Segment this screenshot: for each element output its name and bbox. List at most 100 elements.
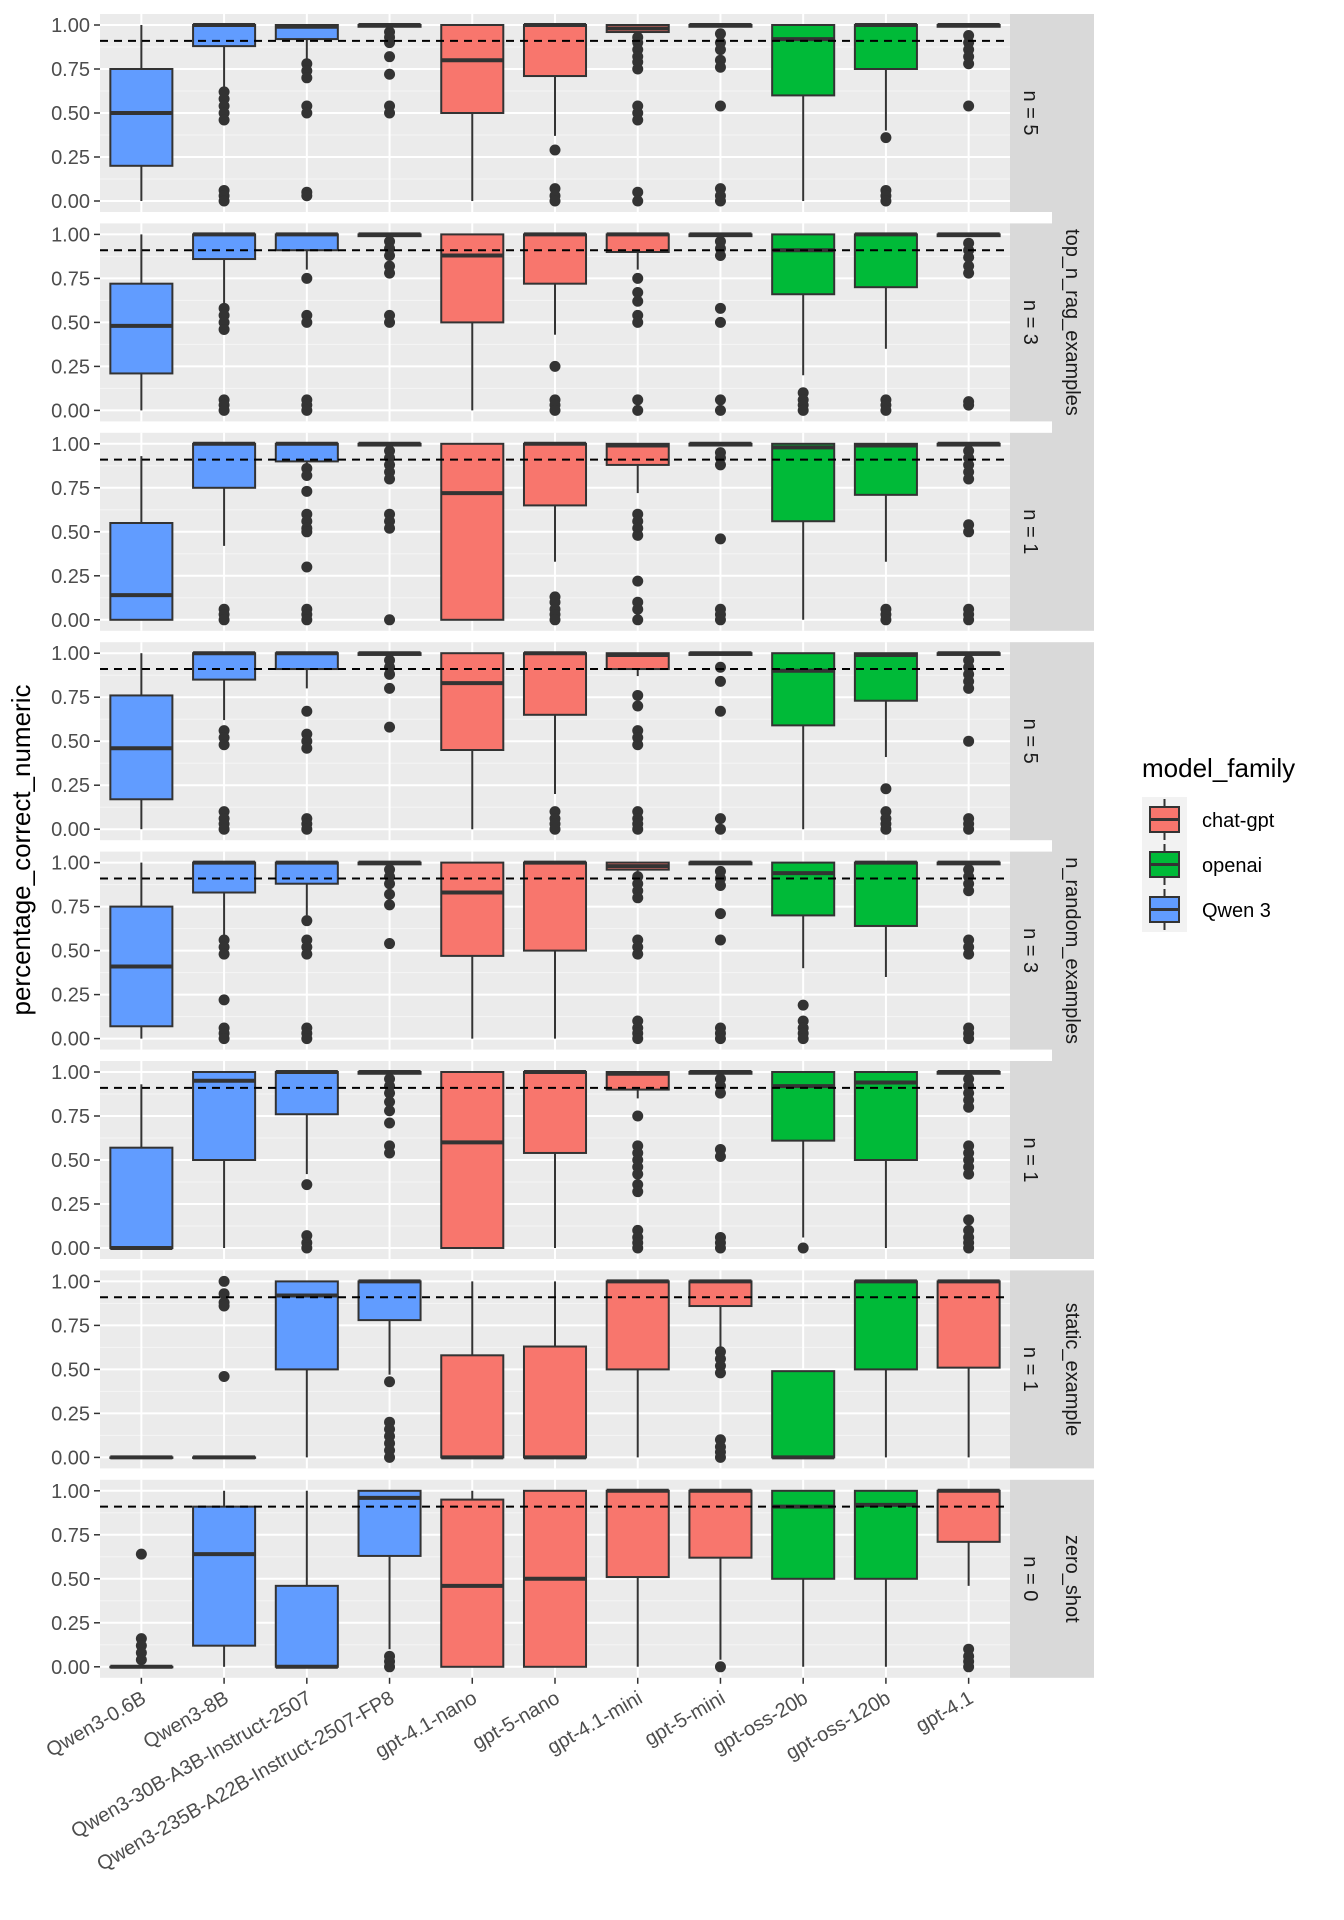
facet-panel: 0.00 0.25 0.50 0.75 1.00 (51, 1479, 1010, 1679)
outlier-point (632, 1168, 644, 1180)
outlier-point (301, 561, 313, 573)
outlier-point (301, 190, 313, 202)
n-strip-label: n = 1 (1019, 509, 1041, 554)
outlier-point (301, 485, 313, 497)
outlier-point (632, 700, 644, 712)
outlier-point (714, 879, 726, 891)
outlier-point (632, 63, 644, 75)
strategy-strip-label: static_example (1061, 1303, 1083, 1436)
box-body (440, 442, 505, 621)
outlier-point (963, 526, 975, 538)
strategy-strip (1052, 1270, 1094, 1469)
box-body (853, 652, 918, 702)
box-body (357, 1280, 422, 1322)
outlier-point (880, 614, 892, 626)
outlier-point (549, 144, 561, 156)
facet-panel: 0.00 0.25 0.50 0.75 1.00 (51, 642, 1010, 841)
y-tick-label: 1.00 (51, 434, 90, 456)
y-tick-label: 0.75 (51, 1106, 90, 1128)
outlier-point (714, 1033, 726, 1045)
box-gpt-oss-120b (853, 1489, 918, 1667)
y-tick-label: 0.50 (51, 941, 90, 963)
box-Qwen3-30B-A3B-Instruct-2507 (274, 1490, 339, 1669)
outlier-point (632, 614, 644, 626)
outlier-point (301, 1242, 313, 1254)
box-gpt-5-mini (688, 1279, 753, 1463)
y-tick-label: 1.00 (51, 853, 90, 875)
box-Qwen3-30B-A3B-Instruct-2507 (274, 24, 339, 202)
outlier-point (384, 682, 396, 694)
outlier-point (714, 195, 726, 207)
box-gpt-5-nano (522, 232, 588, 416)
outlier-point (714, 302, 726, 314)
box-body (771, 1370, 836, 1459)
box-body (440, 233, 505, 324)
outlier-point (218, 994, 230, 1006)
outlier-point (714, 316, 726, 328)
outlier-point (963, 885, 975, 897)
outlier-point (714, 1087, 726, 1099)
outlier-point (963, 1168, 975, 1180)
box-gpt-5-mini (688, 651, 753, 835)
y-tick-label: 0.00 (51, 1029, 90, 1051)
n-strip-label: n = 5 (1019, 719, 1041, 764)
outlier-point (384, 668, 396, 680)
outlier-point (714, 459, 726, 471)
box-body (109, 282, 174, 375)
box-body (274, 233, 339, 252)
outlier-point (218, 195, 230, 207)
box-body (440, 1354, 505, 1459)
y-tick-label: 0.75 (51, 478, 90, 500)
outlier-point (218, 1033, 230, 1045)
outlier-point (632, 948, 644, 960)
box-Qwen3-235B-A22B-Instruct-2507-FP8 (357, 1279, 422, 1463)
outlier-point (301, 742, 313, 754)
outlier-point (301, 469, 313, 481)
n-strip-label: n = 0 (1019, 1556, 1041, 1601)
outlier-point (714, 1367, 726, 1379)
box-gpt-5-nano (522, 1281, 588, 1460)
box-body (192, 652, 257, 681)
box-body (192, 1071, 257, 1161)
outlier-point (632, 689, 644, 701)
outlier-point (963, 682, 975, 694)
y-tick-label: 0.25 (51, 147, 90, 169)
facet-panel: 0.00 0.25 0.50 0.75 1.00 (51, 851, 1010, 1051)
box-body (771, 861, 836, 917)
box-Qwen3-30B-A3B-Instruct-2507 (274, 441, 339, 626)
outlier-point (384, 316, 396, 328)
facet-panel: 0.00 0.25 0.50 0.75 1.00 (51, 14, 1010, 213)
legend-label: Qwen 3 (1202, 900, 1271, 922)
box-gpt-oss-20b (771, 652, 836, 830)
y-tick-label: 0.75 (51, 687, 90, 709)
outlier-point (714, 614, 726, 626)
n-strip (1010, 223, 1052, 422)
outlier-point (880, 404, 892, 416)
outlier-point (218, 1370, 230, 1382)
box-body (522, 1345, 588, 1459)
box-gpt-oss-20b (771, 861, 836, 1045)
outlier-point (384, 938, 396, 950)
box-gpt-oss-120b (853, 1071, 918, 1248)
outlier-point (218, 1300, 230, 1312)
strategy-strip-label: zero_shot (1061, 1535, 1083, 1623)
outlier-point (384, 107, 396, 119)
y-tick-label: 0.00 (51, 400, 90, 422)
box-body (688, 1280, 753, 1308)
legend-item: chat-gpt (1142, 797, 1275, 842)
box-gpt-oss-20b (771, 1370, 836, 1460)
y-tick-label: 0.00 (51, 191, 90, 213)
box-gpt-oss-120b (853, 442, 918, 626)
box-gpt-4.1-nano (440, 1071, 505, 1249)
y-tick-label: 0.75 (51, 1315, 90, 1337)
box-body (605, 1489, 670, 1579)
legend-label: openai (1202, 855, 1262, 877)
outlier-point (963, 614, 975, 626)
n-strip (1010, 1479, 1052, 1678)
outlier-point (714, 675, 726, 687)
box-gpt-5-nano (522, 651, 588, 835)
legend-title: model_family (1142, 753, 1295, 783)
outlier-point (632, 316, 644, 328)
box-gpt-5-nano (522, 23, 588, 207)
box-body (853, 1071, 918, 1161)
